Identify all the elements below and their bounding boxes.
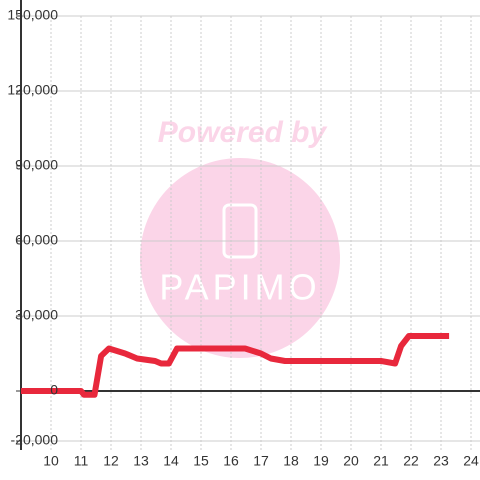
- x-tick-label: 11: [74, 453, 89, 469]
- x-tick-label: 19: [313, 453, 329, 469]
- x-tick-label: 15: [193, 453, 209, 469]
- y-tick-label: 30,000: [15, 307, 58, 323]
- x-tick-label: 13: [133, 453, 149, 469]
- x-tick-label: 21: [373, 453, 389, 469]
- y-tick-label: 150,000: [7, 7, 58, 23]
- y-tick-label: -20,000: [11, 432, 59, 448]
- y-tick-label: 0: [50, 382, 58, 398]
- y-tick-label: 120,000: [7, 82, 58, 98]
- watermark-title: Powered by: [158, 116, 328, 149]
- x-tick-label: 22: [403, 453, 419, 469]
- x-tick-label: 10: [43, 453, 59, 469]
- x-tick-label: 18: [283, 453, 299, 469]
- watermark-logo: PAPIMO: [159, 267, 320, 308]
- y-tick-label: 90,000: [15, 157, 58, 173]
- x-tick-label: 20: [343, 453, 359, 469]
- x-tick-label: 14: [163, 453, 179, 469]
- watermark-icon: [222, 203, 258, 259]
- x-tick-label: 24: [463, 453, 479, 469]
- line: [21, 333, 450, 398]
- x-tick-label: 17: [253, 453, 269, 469]
- x-tick-label: 23: [433, 453, 449, 469]
- plot: [21, 333, 450, 398]
- x-tick-label: 12: [103, 453, 119, 469]
- x-tick-label: 16: [223, 453, 239, 469]
- y-tick-label: 60,000: [15, 232, 58, 248]
